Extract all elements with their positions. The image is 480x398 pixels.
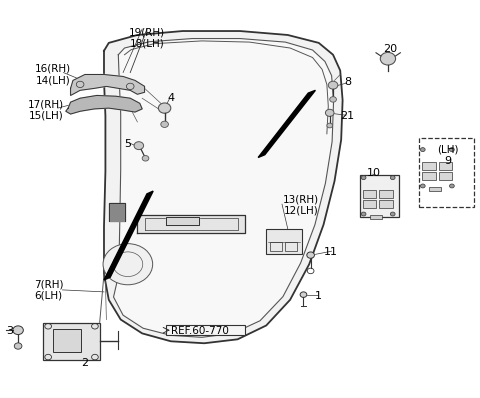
- Circle shape: [300, 292, 307, 297]
- Circle shape: [449, 148, 454, 152]
- Text: 5: 5: [124, 139, 132, 149]
- Text: 2: 2: [81, 358, 88, 368]
- Bar: [370, 215, 382, 219]
- Polygon shape: [109, 203, 124, 221]
- Bar: [430, 187, 442, 191]
- Text: 11: 11: [324, 247, 337, 258]
- Polygon shape: [104, 191, 153, 280]
- Bar: [422, 162, 436, 170]
- Bar: [360, 175, 399, 217]
- Circle shape: [103, 244, 153, 285]
- Text: 21: 21: [340, 111, 354, 121]
- Bar: [270, 242, 282, 251]
- Circle shape: [307, 252, 314, 258]
- Text: 4: 4: [167, 93, 174, 103]
- Text: 8: 8: [344, 77, 351, 88]
- Polygon shape: [166, 217, 199, 225]
- Bar: [166, 325, 245, 336]
- Text: 17(RH)
15(LH): 17(RH) 15(LH): [28, 99, 64, 121]
- Circle shape: [327, 123, 333, 128]
- Circle shape: [420, 184, 425, 188]
- Text: 7(RH)
6(LH): 7(RH) 6(LH): [34, 279, 63, 301]
- Circle shape: [420, 148, 425, 152]
- Circle shape: [14, 343, 22, 349]
- Circle shape: [390, 176, 395, 179]
- Text: (LH): (LH): [437, 144, 458, 154]
- Text: 19(RH)
18(LH): 19(RH) 18(LH): [129, 27, 165, 49]
- Text: 3: 3: [6, 326, 13, 336]
- Text: 9: 9: [444, 156, 451, 166]
- Circle shape: [361, 212, 366, 216]
- Circle shape: [158, 103, 171, 113]
- Bar: [379, 190, 393, 198]
- Circle shape: [361, 176, 366, 179]
- Circle shape: [330, 97, 336, 102]
- Bar: [363, 190, 376, 198]
- Bar: [266, 228, 302, 254]
- Bar: [285, 242, 297, 251]
- Circle shape: [449, 184, 454, 188]
- Text: 16(RH)
14(LH): 16(RH) 14(LH): [35, 64, 71, 85]
- Polygon shape: [104, 31, 343, 343]
- Bar: [419, 138, 474, 207]
- Circle shape: [13, 326, 24, 335]
- Circle shape: [142, 156, 149, 161]
- Bar: [53, 329, 81, 352]
- Text: 10: 10: [367, 168, 381, 178]
- Bar: [439, 172, 452, 180]
- Polygon shape: [114, 39, 334, 338]
- Text: 20: 20: [383, 44, 397, 54]
- Bar: [43, 323, 100, 360]
- Circle shape: [380, 53, 396, 65]
- Bar: [379, 200, 393, 208]
- Circle shape: [134, 142, 144, 150]
- Polygon shape: [66, 96, 142, 114]
- Bar: [422, 172, 436, 180]
- Bar: [363, 200, 376, 208]
- Circle shape: [328, 81, 338, 89]
- Circle shape: [390, 212, 395, 216]
- Polygon shape: [71, 74, 144, 96]
- Text: 1: 1: [315, 291, 322, 301]
- Bar: [439, 162, 452, 170]
- Text: 13(RH)
12(LH): 13(RH) 12(LH): [283, 194, 319, 216]
- Polygon shape: [258, 90, 315, 158]
- Circle shape: [161, 121, 168, 127]
- Polygon shape: [137, 215, 245, 232]
- Text: REF.60-770: REF.60-770: [171, 326, 228, 336]
- Circle shape: [325, 109, 334, 116]
